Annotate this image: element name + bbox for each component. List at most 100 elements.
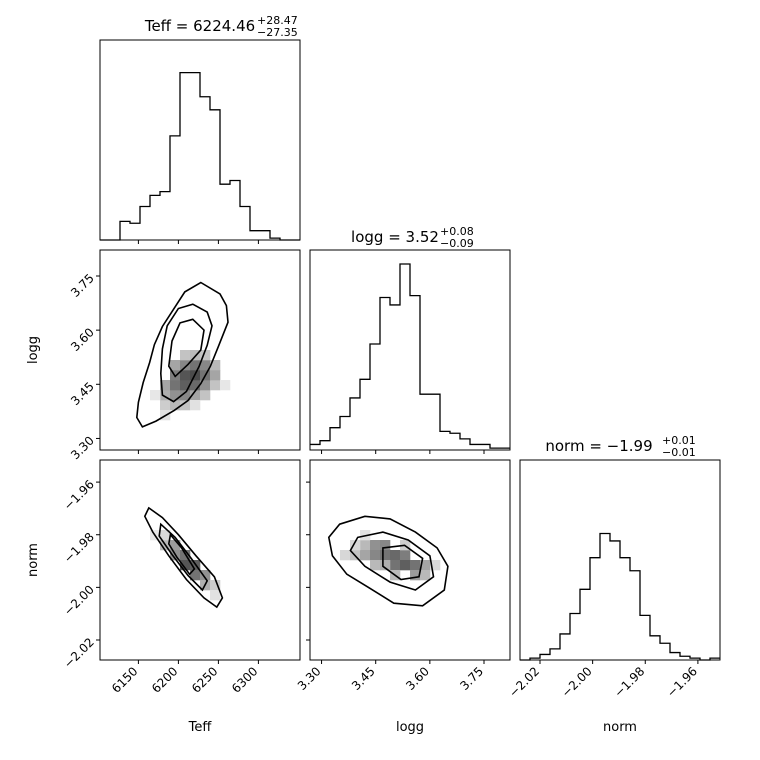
density-cell-teff-logg [210, 370, 221, 381]
title-logg-plus: +0.08 [440, 225, 474, 238]
xtick-label-teff: 6300 [229, 664, 260, 695]
contour-teff-logg-2 [167, 318, 205, 378]
density-cell-teff-logg [210, 360, 221, 371]
title-norm-plus: +0.01 [662, 434, 696, 447]
density-cell-logg-norm [350, 540, 361, 551]
ytick-label-logg: 3.30 [68, 433, 97, 462]
density-cell-teff-logg [190, 400, 201, 411]
density-cell-teff-logg [190, 390, 201, 401]
density-cell-teff-logg [190, 380, 201, 391]
contour-logg-norm-0 [327, 515, 449, 607]
density-cell-teff-logg [220, 380, 231, 391]
xtick-label-norm: −1.98 [611, 664, 647, 700]
density-cell-teff-logg [210, 380, 221, 391]
density-cell-logg-norm [370, 550, 381, 561]
xtick-label-logg: 3.45 [349, 664, 378, 693]
density-cell-logg-norm [410, 560, 421, 571]
xlabel-logg: logg [396, 720, 424, 735]
density-cell-teff-logg [170, 380, 181, 391]
density-cell-teff-logg [180, 390, 191, 401]
density-cell-teff-logg [180, 370, 191, 381]
ylabel-logg: logg [26, 336, 41, 364]
contour-teff-norm-0 [143, 506, 224, 609]
title-logg-minus: −0.09 [440, 237, 474, 250]
panel-frame-teff-norm [99, 459, 301, 661]
density-cell-teff-logg [170, 360, 181, 371]
density-cell-logg-norm [360, 550, 371, 561]
xtick-label-teff: 6200 [149, 664, 180, 695]
density-cell-teff-logg [180, 400, 191, 411]
density-cell-teff-norm [180, 560, 191, 571]
density-cell-teff-logg [190, 350, 201, 361]
contour-logg-norm-2 [382, 544, 424, 581]
xtick-label-teff: 6150 [109, 664, 140, 695]
density-cell-teff-logg [160, 400, 171, 411]
title-teff-minus: −27.35 [257, 26, 298, 39]
ytick-label-logg: 3.60 [68, 325, 97, 354]
density-cell-logg-norm [370, 560, 381, 571]
density-cell-teff-logg [180, 360, 191, 371]
density-cell-teff-logg [170, 390, 181, 401]
density-cell-teff-logg [200, 350, 211, 361]
contour-logg-norm-1 [349, 531, 435, 591]
ytick-label-norm: −2.00 [61, 582, 97, 618]
density-cell-teff-logg [200, 360, 211, 371]
ytick-label-norm: −2.02 [61, 635, 97, 671]
histogram-teff [100, 71, 300, 241]
density-cell-logg-norm [340, 550, 351, 561]
panel-frame-norm-hist [519, 459, 721, 661]
density-cell-teff-logg [180, 350, 191, 361]
density-cell-logg-norm [390, 550, 401, 561]
panel-frame-logg-hist [309, 249, 511, 451]
density-cell-logg-norm [360, 540, 371, 551]
density-cell-logg-norm [420, 570, 431, 581]
contour-teff-logg-0 [135, 281, 229, 428]
panel-frame-teff-logg [99, 249, 301, 451]
xtick-label-logg: 3.30 [295, 664, 324, 693]
density-cell-logg-norm [370, 540, 381, 551]
density-cell-logg-norm [390, 560, 401, 571]
density-cell-teff-logg [170, 400, 181, 411]
density-cell-teff-norm [170, 540, 181, 551]
histogram-logg [310, 263, 510, 449]
xtick-label-logg: 3.60 [403, 664, 432, 693]
density-cell-logg-norm [430, 560, 441, 571]
contour-teff-norm-2 [167, 532, 196, 576]
density-cell-logg-norm [400, 560, 411, 571]
density-cell-logg-norm [410, 570, 421, 581]
title-teff: Teff = 6224.46 [144, 17, 255, 35]
xtick-label-norm: −2.00 [559, 664, 595, 700]
ytick-label-logg: 3.45 [68, 379, 97, 408]
title-norm: norm = −1.99 [545, 437, 652, 455]
xtick-label-norm: −1.96 [664, 664, 700, 700]
density-cell-teff-norm [210, 580, 221, 591]
title-teff-plus: +28.47 [257, 14, 298, 27]
density-cell-teff-logg [160, 390, 171, 401]
density-cell-logg-norm [380, 560, 391, 571]
density-cell-teff-norm [190, 570, 201, 581]
xtick-label-logg: 3.75 [457, 664, 486, 693]
xtick-label-teff: 6250 [189, 664, 220, 695]
ytick-label-norm: −1.96 [61, 477, 97, 513]
density-cell-teff-logg [190, 360, 201, 371]
density-cell-teff-logg [180, 380, 191, 391]
xlabel-norm: norm [603, 720, 637, 735]
density-cell-logg-norm [400, 550, 411, 561]
panel-frame-teff-hist [99, 39, 301, 241]
contour-teff-norm-1 [158, 522, 209, 592]
density-cell-teff-norm [200, 570, 211, 581]
density-cell-teff-norm [210, 590, 221, 601]
density-cell-logg-norm [380, 540, 391, 551]
ytick-label-logg: 3.75 [68, 271, 97, 300]
histogram-norm [520, 532, 720, 661]
xtick-label-norm: −2.02 [506, 664, 542, 700]
density-cell-teff-logg [200, 390, 211, 401]
density-cell-teff-logg [200, 380, 211, 391]
title-logg: logg = 3.52 [351, 228, 439, 246]
density-cell-logg-norm [420, 560, 431, 571]
density-cell-teff-logg [150, 390, 161, 401]
panel-frame-logg-norm [309, 459, 511, 661]
ylabel-norm: norm [26, 543, 41, 577]
title-norm-minus: −0.01 [662, 446, 696, 459]
